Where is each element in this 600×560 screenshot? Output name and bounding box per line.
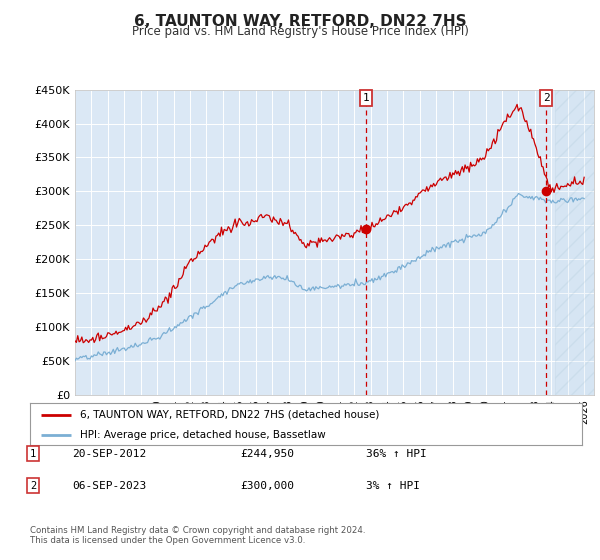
Text: 1: 1 [30,449,36,459]
Text: Contains HM Land Registry data © Crown copyright and database right 2024.
This d: Contains HM Land Registry data © Crown c… [30,526,365,545]
Text: HPI: Average price, detached house, Bassetlaw: HPI: Average price, detached house, Bass… [80,430,325,440]
Text: 2: 2 [30,480,36,491]
Text: 20-SEP-2012: 20-SEP-2012 [72,449,146,459]
Text: 3% ↑ HPI: 3% ↑ HPI [366,480,420,491]
Text: Price paid vs. HM Land Registry's House Price Index (HPI): Price paid vs. HM Land Registry's House … [131,25,469,38]
Bar [556,90,594,395]
Text: £244,950: £244,950 [240,449,294,459]
Text: 6, TAUNTON WAY, RETFORD, DN22 7HS: 6, TAUNTON WAY, RETFORD, DN22 7HS [134,14,466,29]
Text: 1: 1 [362,93,370,103]
Text: 2: 2 [542,93,550,103]
Text: £300,000: £300,000 [240,480,294,491]
Text: 06-SEP-2023: 06-SEP-2023 [72,480,146,491]
Text: 36% ↑ HPI: 36% ↑ HPI [366,449,427,459]
Text: 6, TAUNTON WAY, RETFORD, DN22 7HS (detached house): 6, TAUNTON WAY, RETFORD, DN22 7HS (detac… [80,410,379,420]
